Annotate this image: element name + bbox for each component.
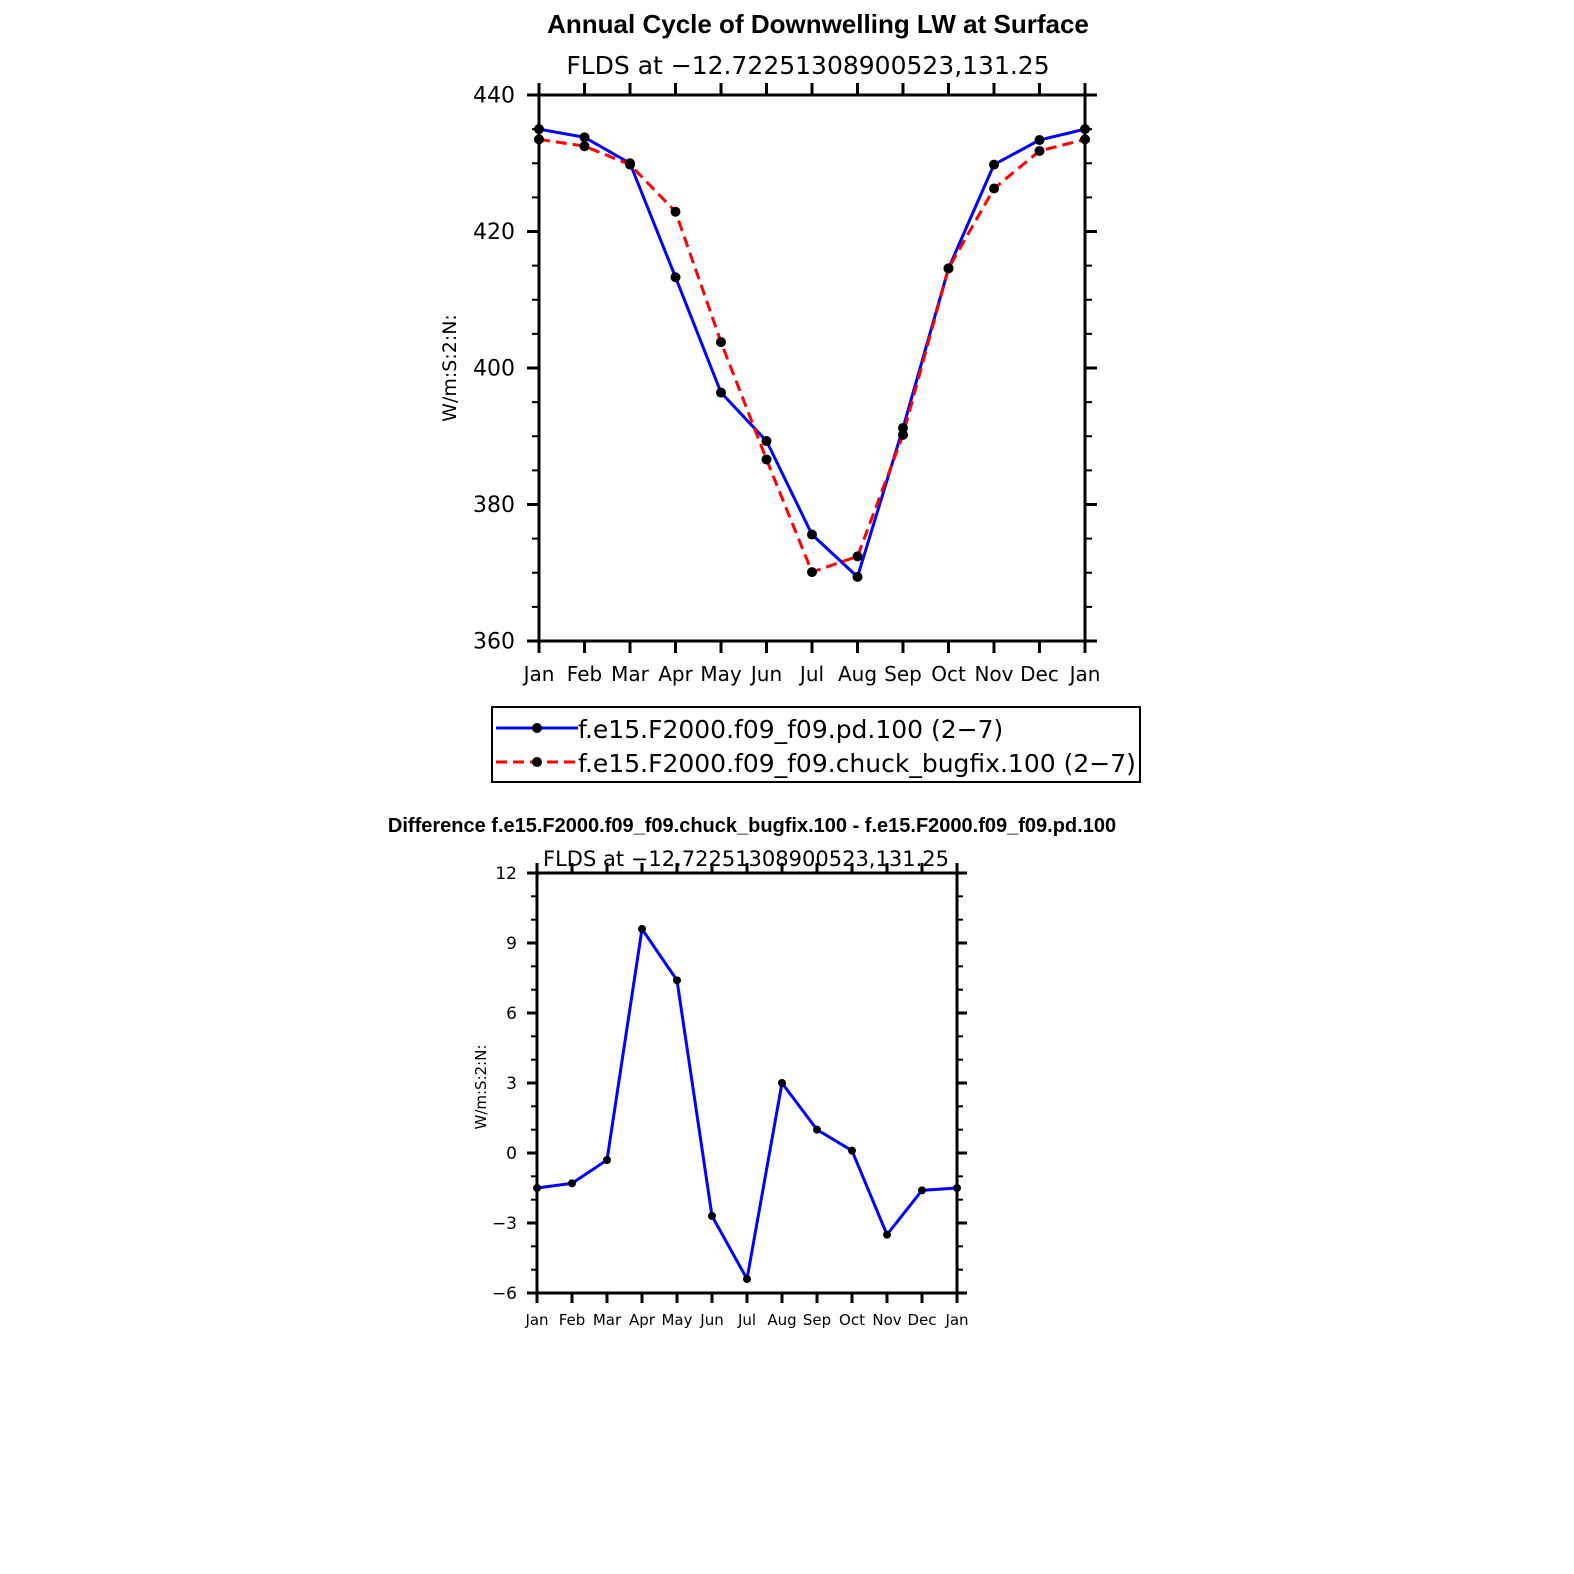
x-tick-label: Jul xyxy=(798,662,824,686)
series-1-point xyxy=(852,571,863,582)
series-2-point xyxy=(852,551,863,562)
series-1-point xyxy=(670,272,681,283)
y-tick-label: 12 xyxy=(495,864,517,884)
x-tick-label: Nov xyxy=(872,1311,901,1329)
x-tick-label: Apr xyxy=(658,662,693,686)
x-tick-label: Mar xyxy=(611,662,650,686)
y-tick-label: 380 xyxy=(473,493,515,518)
series-2-point xyxy=(898,429,908,440)
chart1-series xyxy=(534,124,1090,582)
chart2-tick-labels: Jan Feb Mar Apr May Jun Jul Aug Sep Oct Nov Dec Jan−… xyxy=(492,864,969,1329)
x-tick-label: Jun xyxy=(699,1311,723,1329)
x-tick-label: Mar xyxy=(593,1311,622,1329)
series-1-point xyxy=(883,1230,891,1239)
x-tick-label: Feb xyxy=(567,662,602,686)
series-2-point xyxy=(1034,145,1045,156)
series-1-point xyxy=(716,387,726,398)
plot-frame xyxy=(535,871,959,1295)
series-1-point xyxy=(1080,124,1090,135)
y-tick-label: 3 xyxy=(506,1074,517,1094)
x-tick-label: May xyxy=(700,662,742,686)
series-1-point xyxy=(918,1186,926,1195)
y-tick-label: 6 xyxy=(506,1004,517,1024)
series-1-point xyxy=(807,529,817,540)
series-line-1 xyxy=(536,925,958,1284)
series-1-point xyxy=(989,159,999,170)
x-tick-label: May xyxy=(661,1311,692,1329)
series-1-point xyxy=(761,436,772,447)
legend-marker-series-1 xyxy=(532,723,542,733)
series-2-point xyxy=(943,263,954,274)
chart2-ylabel: W/m:S:2:N: xyxy=(472,1045,490,1130)
series-2-point xyxy=(1080,134,1090,145)
series-2-point xyxy=(716,337,726,348)
legend-marker-series-2 xyxy=(532,757,542,767)
y-tick-label: 440 xyxy=(473,84,515,109)
chart2-series xyxy=(533,925,961,1284)
difference-chart: Difference f.e15.F2000.f09_f09.chuck_bug… xyxy=(388,815,1116,1329)
legend-box xyxy=(491,706,1141,783)
x-tick-label: Sep xyxy=(803,1311,831,1329)
x-tick-label: Jan xyxy=(522,662,555,686)
series-2-point xyxy=(989,183,999,194)
legend-label-series-2: f.e15.F2000.f09_f09.chuck_bugfix.100 (2−… xyxy=(578,749,1136,778)
x-tick-label: Dec xyxy=(1020,662,1059,686)
series-line-1 xyxy=(538,127,1086,580)
series-1-point xyxy=(743,1275,751,1283)
series-1-point xyxy=(638,925,646,933)
chart1-ylabel: W/m:S:2:N: xyxy=(439,314,461,422)
x-tick-label: Oct xyxy=(931,662,966,686)
y-tick-label: 0 xyxy=(506,1144,517,1164)
chart1-tick-labels: Jan Feb Mar Apr May Jun Jul Aug Sep Oct Nov Dec Jan 3… xyxy=(473,84,1100,686)
series-1-point xyxy=(778,1079,786,1087)
plot-frame xyxy=(537,93,1087,643)
x-tick-label: Feb xyxy=(559,1311,586,1329)
y-tick-label: 360 xyxy=(473,630,515,655)
series-2-point xyxy=(579,141,590,152)
x-tick-label: Nov xyxy=(974,662,1013,686)
chart1-title: Annual Cycle of Downwelling LW at Surfac… xyxy=(547,9,1089,39)
y-tick-label: 400 xyxy=(473,357,515,382)
series-1-point xyxy=(533,1184,541,1192)
x-tick-label: Dec xyxy=(907,1311,936,1329)
chart1-subtitle: FLDS at −12.72251308900523,131.25 xyxy=(566,51,1049,80)
y-tick-label: 9 xyxy=(506,934,517,954)
series-line-2 xyxy=(538,137,1086,574)
series-2-point xyxy=(670,206,681,217)
x-tick-label: Aug xyxy=(838,662,877,686)
series-2-point xyxy=(625,159,635,170)
series-2-point xyxy=(761,454,772,465)
series-1-point xyxy=(673,976,681,985)
x-tick-label: Jul xyxy=(737,1311,756,1329)
series-1-point xyxy=(813,1125,821,1134)
x-tick-label: Jun xyxy=(749,662,782,686)
annual-cycle-chart: Annual Cycle of Downwelling LW at Surfac… xyxy=(439,9,1141,783)
series-1-point xyxy=(708,1212,716,1220)
x-tick-label: Jan xyxy=(1068,662,1101,686)
series-1-point xyxy=(568,1179,576,1188)
chart1-axes xyxy=(527,83,1097,653)
legend-label-series-1: f.e15.F2000.f09_f09.pd.100 (2−7) xyxy=(578,715,1003,744)
series-1-point xyxy=(848,1146,856,1155)
x-tick-label: Jan xyxy=(944,1311,968,1329)
y-tick-label: 420 xyxy=(473,220,515,245)
x-tick-label: Jan xyxy=(524,1311,548,1329)
chart2-axes xyxy=(527,863,967,1303)
series-2-point xyxy=(807,567,817,578)
x-tick-label: Apr xyxy=(629,1311,656,1329)
x-tick-label: Sep xyxy=(884,662,922,686)
chart2-title: Difference f.e15.F2000.f09_f09.chuck_bug… xyxy=(388,815,1116,837)
x-tick-label: Oct xyxy=(839,1311,865,1329)
y-tick-label: −6 xyxy=(492,1284,517,1304)
x-tick-label: Aug xyxy=(767,1311,796,1329)
series-1-point xyxy=(603,1156,611,1164)
series-1-point xyxy=(579,132,590,143)
series-1-point xyxy=(953,1184,961,1192)
series-2-point xyxy=(534,134,544,145)
y-tick-label: −3 xyxy=(492,1214,517,1234)
series-1-point xyxy=(534,124,544,135)
chart1-legend: f.e15.F2000.f09_f09.pd.100 (2−7) f.e15.F… xyxy=(491,706,1141,783)
series-1-point xyxy=(1034,135,1045,146)
